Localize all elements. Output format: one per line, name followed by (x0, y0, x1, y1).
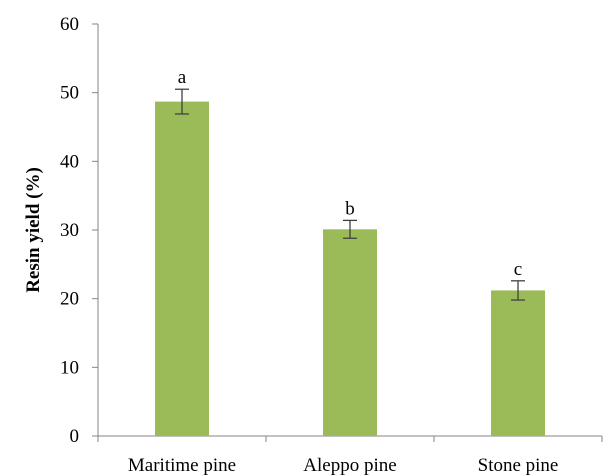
bar (155, 101, 209, 437)
y-tick-label: 10 (60, 357, 79, 378)
x-category-label: Aleppo pine (303, 455, 396, 476)
y-axis-title: Resin yield (%) (23, 167, 44, 293)
y-tick-label: 0 (70, 426, 80, 447)
bar (491, 290, 545, 436)
y-tick-label: 50 (60, 83, 79, 104)
x-category-label: Stone pine (478, 455, 559, 476)
bar (323, 229, 377, 436)
significance-label: b (345, 198, 355, 219)
significance-label: c (514, 259, 522, 280)
y-tick-label: 40 (60, 151, 79, 172)
y-tick-label: 30 (60, 220, 79, 241)
significance-label: a (178, 67, 187, 88)
x-category-label: Maritime pine (128, 455, 236, 476)
y-tick-label: 20 (60, 289, 79, 310)
plot-area: 0 10 20 30 40 50 60 a Maritime pine b Aleppo pine c… (60, 14, 603, 476)
y-tick-label: 60 (60, 14, 79, 35)
